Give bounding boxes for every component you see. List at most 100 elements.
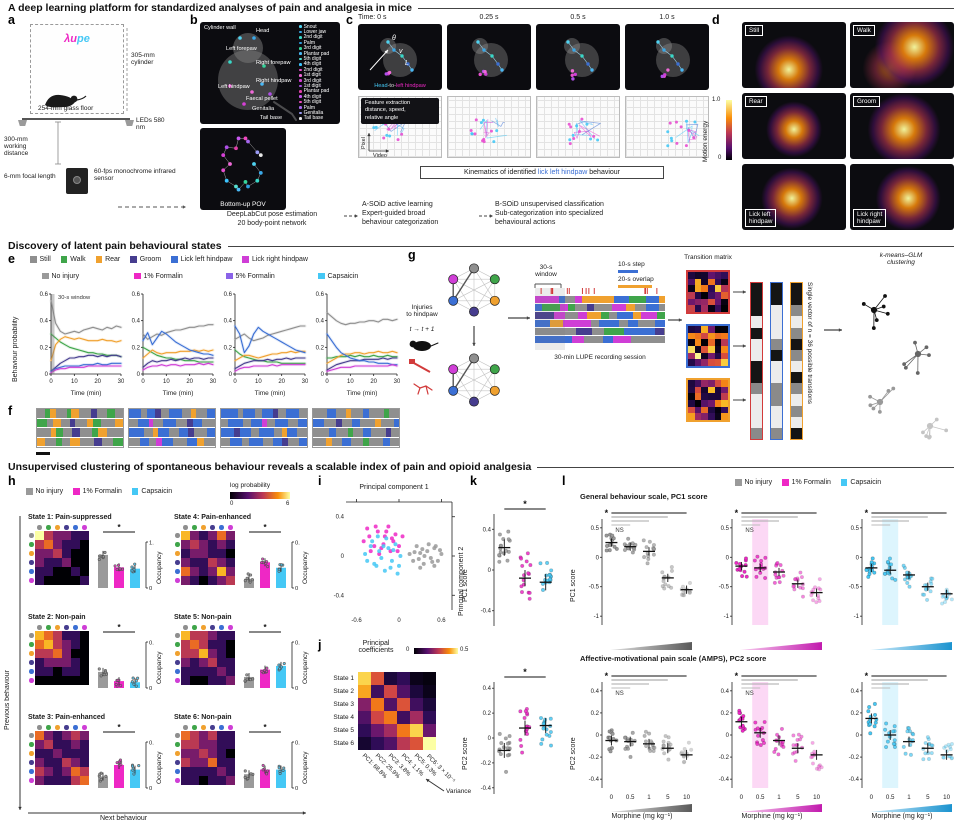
decor xyxy=(146,409,156,418)
decor: λu xyxy=(64,33,77,45)
decor xyxy=(104,774,108,778)
decor: 0 xyxy=(856,555,860,561)
decor: 1 xyxy=(647,794,651,801)
decor xyxy=(567,117,601,146)
decor xyxy=(199,749,208,758)
decor xyxy=(563,320,581,327)
decor: * xyxy=(865,671,869,681)
decor xyxy=(469,353,479,364)
decor xyxy=(174,649,181,658)
decor xyxy=(174,667,181,676)
decor xyxy=(496,62,500,66)
decor xyxy=(390,428,399,437)
decor xyxy=(279,563,283,567)
decor xyxy=(540,587,546,593)
video-frame-3 xyxy=(625,24,709,90)
decor xyxy=(35,631,44,640)
decor xyxy=(217,558,226,567)
decor xyxy=(714,399,722,407)
decor xyxy=(99,777,103,781)
overlap-bar xyxy=(618,285,652,288)
decor xyxy=(169,428,180,437)
led-right-icon xyxy=(125,120,134,126)
decor xyxy=(771,372,782,384)
decor xyxy=(453,278,495,302)
decor xyxy=(810,761,816,766)
decor xyxy=(234,325,306,342)
decor xyxy=(861,302,866,306)
decor xyxy=(452,369,475,402)
decor xyxy=(688,272,695,279)
decor xyxy=(175,742,180,747)
decor xyxy=(602,296,615,303)
l-title-pc1: General behaviour scale, PC1 score xyxy=(580,492,708,501)
decor: left hindpaw xyxy=(395,83,426,89)
decor xyxy=(73,488,80,495)
decor xyxy=(622,547,627,553)
decor xyxy=(572,48,576,52)
decor xyxy=(551,336,566,343)
decor xyxy=(221,168,226,173)
decor xyxy=(645,561,650,566)
decor xyxy=(359,418,375,427)
decor xyxy=(64,525,69,530)
logprob-min: 0 xyxy=(230,501,234,507)
decor: 0 xyxy=(229,372,233,378)
decor xyxy=(181,649,190,658)
decor xyxy=(707,305,715,312)
j-cell xyxy=(358,698,371,711)
video-frame-1 xyxy=(447,24,531,90)
decor xyxy=(35,749,44,758)
decor xyxy=(604,543,610,548)
decor xyxy=(268,92,272,96)
morphine-label-3: Morphine (mg kg⁻¹) xyxy=(871,813,933,820)
decor xyxy=(499,741,504,746)
decor xyxy=(175,733,180,738)
decor xyxy=(226,576,235,585)
decor xyxy=(276,567,286,588)
decor xyxy=(949,741,954,747)
decor: Walk xyxy=(70,256,86,263)
decor xyxy=(519,584,524,589)
decor xyxy=(497,731,502,737)
decor xyxy=(132,772,136,776)
decor xyxy=(243,579,247,583)
decor xyxy=(53,624,62,631)
decor xyxy=(590,320,600,327)
decor: 1% Formalin xyxy=(143,272,183,280)
decor: Palm xyxy=(303,39,315,46)
decor xyxy=(175,569,180,574)
decor xyxy=(948,747,953,752)
decor xyxy=(377,552,382,557)
decor xyxy=(181,624,236,631)
decor xyxy=(71,731,80,740)
decor xyxy=(53,649,62,658)
decor xyxy=(37,428,123,437)
decor: 0 xyxy=(726,555,730,561)
decor xyxy=(567,122,571,126)
decor xyxy=(448,353,500,407)
decor xyxy=(721,326,728,333)
decor xyxy=(266,418,276,427)
decor xyxy=(35,549,44,558)
decor xyxy=(274,428,282,437)
decor xyxy=(246,777,250,781)
decor xyxy=(62,767,71,776)
decor xyxy=(44,658,53,667)
decor xyxy=(44,758,53,767)
panel-i-label: i xyxy=(318,474,322,488)
decor xyxy=(940,594,945,599)
decor xyxy=(326,357,398,371)
decor xyxy=(236,136,241,141)
decor: 5 xyxy=(926,794,930,801)
decor xyxy=(174,658,236,667)
decor xyxy=(245,673,249,677)
decor xyxy=(28,731,90,740)
decor xyxy=(883,294,887,298)
e-subplot: 0 0.2 0.4 0.6 0 10 20 30 Time (min) xyxy=(312,284,400,398)
decor: -0.4 xyxy=(719,777,730,783)
decor xyxy=(792,750,797,755)
